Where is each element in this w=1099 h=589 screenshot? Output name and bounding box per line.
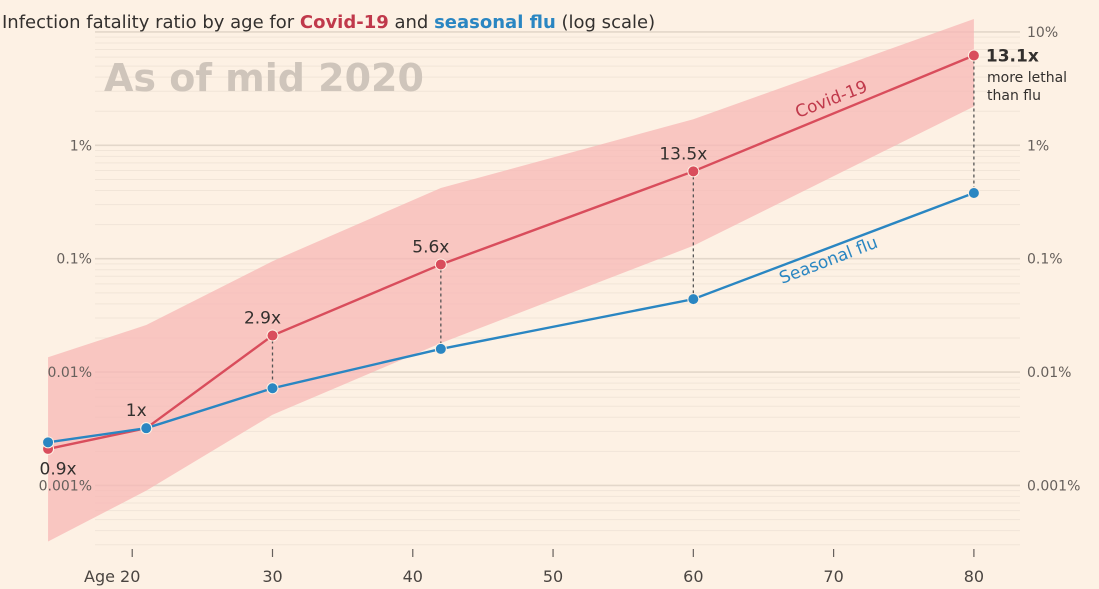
y-tick-label-left: 0.1% — [56, 252, 92, 268]
y-tick-label-left: 1% — [70, 138, 92, 154]
covid-point — [687, 165, 700, 178]
ratio-label: 0.9x — [40, 459, 77, 479]
flu-point — [266, 382, 279, 395]
x-tick-label: 60 — [683, 567, 703, 586]
ratio-label: 13.5x — [659, 144, 707, 164]
flu-point — [687, 293, 700, 306]
x-tick-label: 40 — [403, 567, 423, 586]
y-tick-label-right: 10% — [1027, 25, 1058, 41]
ratio-label: 5.6x — [412, 237, 449, 257]
flu-point — [140, 422, 153, 435]
x-tick-label: 70 — [823, 567, 843, 586]
y-axis-right: 10% 1% 0.1% 0.01% 0.001% — [1027, 25, 1080, 494]
y-tick-label-right: 0.1% — [1027, 252, 1063, 268]
x-tick-label: Age 20 — [84, 567, 140, 586]
y-axis-left: 1% 0.1% 0.01% 0.001% — [39, 138, 92, 494]
ratio-labels: 0.9x 1x 2.9x 5.6x 13.5x 13.1x — [40, 47, 1039, 480]
y-tick-label-right: 0.01% — [1027, 365, 1071, 381]
x-tick-label: 80 — [964, 567, 984, 586]
annotation-line-2: than flu — [987, 88, 1041, 104]
flu-point — [42, 436, 55, 449]
title-part-1: Covid-19 — [300, 12, 389, 33]
chart-subtitle: As of mid 2020 — [104, 56, 424, 100]
covid-point — [266, 329, 279, 342]
x-tick-label: 30 — [262, 567, 282, 586]
title-part-2: and — [389, 12, 434, 33]
y-tick-label-left: 0.01% — [48, 365, 92, 381]
ratio-drop-lines — [271, 60, 975, 384]
flu-point — [967, 186, 980, 199]
title-part-0: Infection fatality ratio by age for — [2, 12, 300, 33]
ratio-label: 2.9x — [244, 309, 281, 329]
flu-series-line — [47, 191, 975, 444]
title-part-4: (log scale) — [556, 12, 655, 33]
x-axis: Age 20 30 40 50 60 70 80 — [84, 549, 984, 586]
covid-point — [967, 49, 980, 62]
ratio-label: 13.1x — [986, 47, 1039, 67]
chart-title: Infection fatality ratio by age for Covi… — [2, 12, 655, 33]
flu-point — [434, 342, 447, 355]
title-part-3: seasonal flu — [434, 12, 556, 33]
ratio-label: 1x — [126, 401, 147, 421]
series-points — [42, 49, 980, 455]
y-tick-label-left: 0.001% — [39, 478, 92, 494]
covid-confidence-band — [48, 19, 974, 542]
y-tick-label-right: 0.001% — [1027, 478, 1080, 494]
annotation-line-1: more lethal — [987, 70, 1067, 86]
y-tick-label-right: 1% — [1027, 138, 1049, 154]
covid-point — [434, 258, 447, 271]
x-tick-label: 50 — [543, 567, 563, 586]
